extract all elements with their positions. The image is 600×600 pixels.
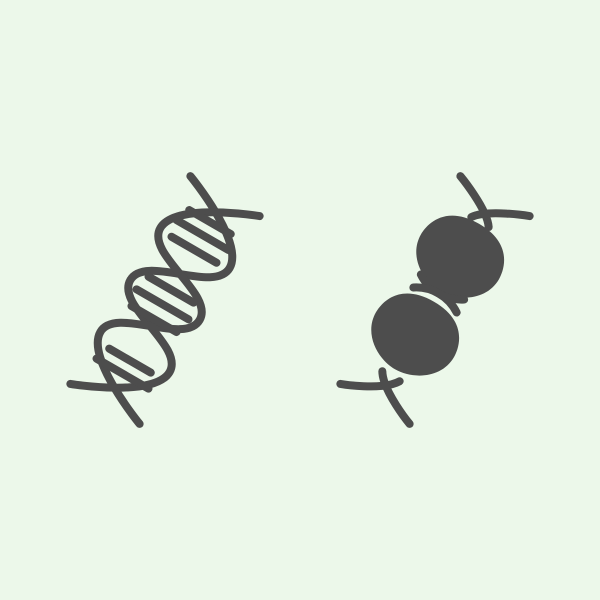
icon-row [65,170,535,430]
icon-pair-canvas [0,0,600,600]
dna-outline-icon [65,170,265,430]
dna-solid-icon [335,170,535,430]
